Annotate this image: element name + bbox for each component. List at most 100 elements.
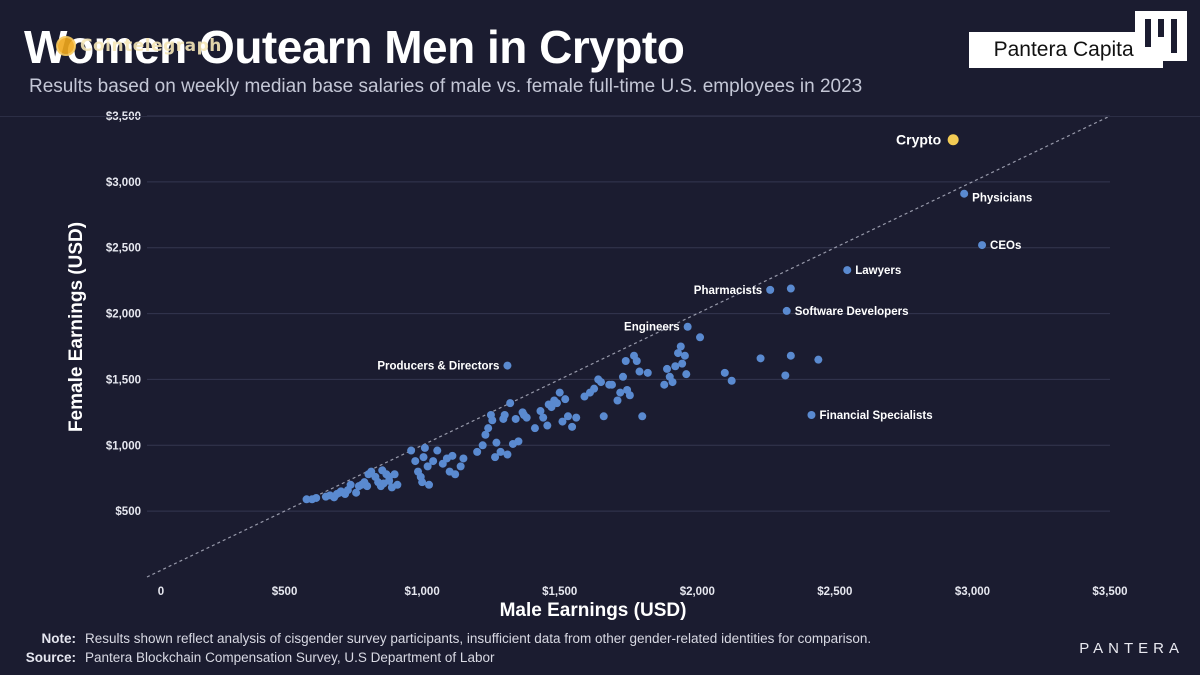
scatter-point <box>312 493 321 502</box>
scatter-point <box>599 412 608 421</box>
y-tick-label: $1,000 <box>106 440 141 452</box>
scatter-point <box>352 488 361 497</box>
y-tick-label: $3,500 <box>106 111 141 123</box>
scatter-point <box>411 457 420 466</box>
note-text: Results shown reflect analysis of cisgen… <box>85 631 872 646</box>
x-axis-title: Male Earnings (USD) <box>500 600 687 621</box>
watermark: Cointelegraph <box>56 33 222 59</box>
labeled-point <box>960 189 969 198</box>
source-label: Source: <box>25 650 76 665</box>
y-axis-title: Female Earnings (USD) <box>66 222 87 432</box>
scatter-point <box>563 412 572 421</box>
labeled-point <box>978 241 987 250</box>
x-axis-ticks: 0 $500 $1,000 $1,500 $2,000 $2,500 $3,000 $3,50… <box>158 586 1128 598</box>
x-tick-label: $2,000 <box>680 586 715 598</box>
labeled-point <box>503 361 512 370</box>
scatter-point <box>756 354 765 363</box>
labeled-point <box>843 266 852 275</box>
y-tick-label: $3,000 <box>106 177 141 189</box>
scatter-point <box>643 368 652 377</box>
scatter-point <box>660 380 669 389</box>
source-badge: Pantera Capital <box>969 32 1163 68</box>
scatter-point <box>663 364 672 373</box>
coin-logo-icon <box>56 36 76 56</box>
scatter-point <box>346 480 355 489</box>
scatter-point <box>522 413 531 422</box>
scatter-point <box>530 424 539 433</box>
scatter-point <box>786 284 795 293</box>
parity-reference-line <box>146 115 1111 578</box>
labeled-point <box>782 306 791 315</box>
crypto-highlight-point <box>947 134 959 146</box>
scatter-point <box>425 480 434 489</box>
scatter-point <box>385 472 394 481</box>
note-row: Note: Results shown reflect analysis of … <box>18 629 872 648</box>
scatter-point <box>456 462 465 471</box>
x-tick-label: $3,500 <box>1092 586 1127 598</box>
labeled-point <box>766 285 775 294</box>
grid-lines <box>147 115 1110 512</box>
scatter-point <box>407 446 416 455</box>
x-tick-label: $1,500 <box>542 586 577 598</box>
x-tick-label: 0 <box>158 586 164 598</box>
scatter-point <box>488 416 497 425</box>
scatter-point <box>500 410 509 419</box>
scatter-point <box>448 451 457 460</box>
scatter-point <box>543 421 552 430</box>
scatter-point <box>568 422 577 431</box>
x-tick-label: $2,500 <box>817 586 852 598</box>
brand-wordmark: PANTERA <box>1079 640 1184 657</box>
scatter-point <box>506 399 515 408</box>
scatter-point <box>484 424 493 433</box>
scatter-point <box>481 430 490 439</box>
point-label: Engineers <box>624 322 680 334</box>
scatter-point <box>496 447 505 456</box>
point-label: Physicians <box>972 193 1032 205</box>
scatter-point <box>572 413 581 422</box>
scatter-point <box>418 478 427 487</box>
scatter-point <box>363 482 372 491</box>
scatter-point <box>459 454 468 463</box>
scatter-point <box>590 384 599 393</box>
source-row: Source: Pantera Blockchain Compensation … <box>18 648 871 667</box>
scatter-point <box>420 443 429 452</box>
point-label: Pharmacists <box>694 285 762 297</box>
scatter-point <box>580 392 589 401</box>
y-tick-label: $2,000 <box>106 309 141 321</box>
x-tick-label: $500 <box>272 586 298 598</box>
scatter-point <box>676 342 685 351</box>
scatter-point <box>613 396 622 405</box>
scatter-point <box>423 462 432 471</box>
scatter-point <box>547 403 556 412</box>
point-label: Producers & Directors <box>377 361 499 373</box>
scatter-point <box>558 417 567 426</box>
scatter-point <box>503 450 512 459</box>
source-text: Pantera Blockchain Compensation Survey, … <box>85 650 495 665</box>
page-subtitle: Results based on weekly median base sala… <box>29 76 863 97</box>
scatter-point <box>682 370 691 379</box>
scatter-point <box>433 446 442 455</box>
scatter-point <box>419 453 428 462</box>
note-label: Note: <box>41 631 77 646</box>
labeled-point <box>807 410 816 419</box>
scatter-point <box>536 407 545 416</box>
header-divider <box>0 116 1200 117</box>
scatter-point <box>491 453 500 462</box>
x-tick-label: $1,000 <box>405 586 440 598</box>
scatter-point <box>671 362 680 371</box>
scatter-point <box>720 368 729 377</box>
point-label: Software Developers <box>795 306 909 318</box>
crypto-highlight-label: Crypto <box>896 132 941 148</box>
scatter-point <box>451 470 460 479</box>
point-label: Financial Specialists <box>819 410 932 422</box>
scatter-point <box>696 333 705 342</box>
scatter-point <box>616 388 625 397</box>
point-label: Lawyers <box>855 265 901 277</box>
scatter-point <box>621 356 630 365</box>
labeled-point <box>683 322 692 331</box>
scatter-point <box>552 399 561 408</box>
scatter-point <box>539 413 548 422</box>
data-points <box>302 134 987 504</box>
scatter-point <box>618 372 627 381</box>
